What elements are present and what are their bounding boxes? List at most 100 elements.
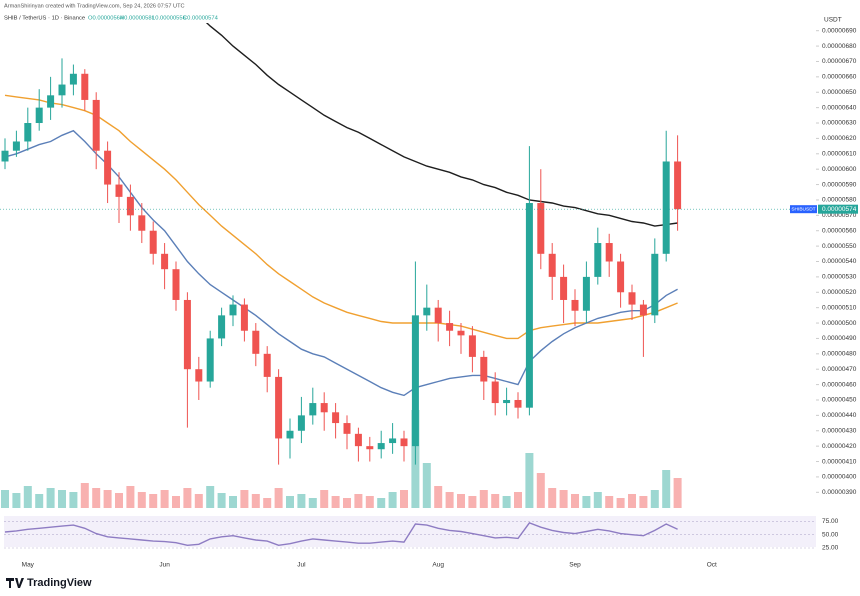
volume-bar xyxy=(194,494,203,508)
y-tick-label: 0.00000640 xyxy=(822,104,857,111)
y-tick-label: 0.00000530 xyxy=(822,274,857,281)
volume-bar xyxy=(80,483,89,508)
x-tick-label: Aug xyxy=(432,562,444,569)
candle-body xyxy=(161,253,169,270)
candle-body xyxy=(434,307,442,324)
x-tick-label: May xyxy=(22,562,35,569)
volume-bar xyxy=(628,494,636,508)
volume-bar xyxy=(593,492,602,508)
candle-body xyxy=(571,299,579,311)
candle-body xyxy=(58,84,66,96)
volume-bar xyxy=(206,486,215,508)
x-tick-label: Jun xyxy=(159,562,170,569)
y-tick-label: 0.00000500 xyxy=(822,320,857,327)
moving-average xyxy=(4,94,678,340)
volume-bar xyxy=(263,498,272,508)
candle-body xyxy=(81,73,89,100)
candle-body xyxy=(662,161,670,254)
logo-text: TradingView xyxy=(27,577,92,589)
candle-body xyxy=(491,381,499,404)
volume-bar xyxy=(491,494,500,508)
volume-bar xyxy=(502,496,511,508)
symbol: SHIB / TetherUS · 1D · Binance xyxy=(4,16,85,22)
volume-bar xyxy=(251,494,260,508)
moving-average xyxy=(4,129,678,397)
candle-body xyxy=(126,196,134,216)
candle-body xyxy=(354,433,362,447)
volume-bar xyxy=(673,478,682,508)
candle-body xyxy=(1,150,9,162)
candle-body xyxy=(617,261,625,293)
ohlc-open: O0.00000564 xyxy=(88,16,124,22)
candle-body xyxy=(468,335,476,357)
y-tick-label: 0.00000610 xyxy=(822,151,857,158)
rsi-tick-label: 25.00 xyxy=(822,545,839,552)
candle-body xyxy=(183,299,191,370)
volume-bar xyxy=(331,496,340,508)
volume-bar xyxy=(286,496,294,508)
y-tick-label: 0.00000680 xyxy=(822,43,857,50)
volume-bar xyxy=(343,498,351,508)
candle-body xyxy=(446,323,454,331)
candle-body xyxy=(275,376,283,439)
volume-bar xyxy=(23,486,32,508)
plot xyxy=(1,23,682,465)
x-tick-label: Sep xyxy=(569,562,581,569)
y-tick-label: 0.00000510 xyxy=(822,304,857,311)
volume-bar xyxy=(308,498,317,508)
y-tick-label: 0.00000450 xyxy=(822,397,857,404)
candle-body xyxy=(229,304,237,316)
volume-bar xyxy=(172,496,180,508)
candle-body xyxy=(252,330,260,354)
volume-bar xyxy=(320,490,329,508)
candle-body xyxy=(24,123,32,142)
volume-bar xyxy=(422,463,431,508)
volume-bar xyxy=(115,493,123,508)
volume-bar xyxy=(514,492,522,508)
candle-body xyxy=(400,438,408,447)
candle-body xyxy=(548,253,556,277)
logo: TradingView xyxy=(6,577,92,589)
candle-body xyxy=(503,399,511,404)
y-tick-label: 0.00000570 xyxy=(822,212,857,219)
volume-bar xyxy=(400,490,408,508)
volume-bar xyxy=(639,496,648,508)
candle-body xyxy=(286,430,294,439)
candle-body xyxy=(332,412,340,424)
candle-body xyxy=(674,161,682,210)
volume-bar xyxy=(217,493,226,508)
y-tick-label: 0.00000550 xyxy=(822,243,857,250)
candle-body xyxy=(389,438,397,444)
rsi-tick-label: 50.00 xyxy=(822,531,839,538)
candle-body xyxy=(172,269,180,300)
ohlc-close: C0.00000574 xyxy=(183,16,219,22)
last-price-box xyxy=(818,204,858,214)
candle-body xyxy=(457,330,465,336)
y-tick-label: 0.00000540 xyxy=(822,258,857,265)
volume-bar xyxy=(536,473,545,508)
candle-body xyxy=(423,307,431,316)
rsi-line xyxy=(4,522,678,547)
candle-body xyxy=(115,184,123,197)
ohlc-low: L0.00000556 xyxy=(152,16,186,22)
candle-body xyxy=(35,107,43,124)
candle-body xyxy=(639,304,647,316)
candle-body xyxy=(560,276,568,300)
volume-bar xyxy=(525,453,534,508)
candle-body xyxy=(138,215,146,231)
candle-body xyxy=(628,292,636,305)
volume-bar xyxy=(58,490,66,508)
credit: ArmanShirinyan created with TradingView.… xyxy=(4,3,185,9)
candle-body xyxy=(309,403,317,416)
volume-bar xyxy=(365,496,374,508)
candle-body xyxy=(149,230,157,254)
volume-bar xyxy=(388,492,397,508)
volume-bar xyxy=(650,490,659,508)
y-tick-label: 0.00000420 xyxy=(822,443,857,450)
candle-body xyxy=(263,353,271,377)
last-price-name-box xyxy=(790,205,817,214)
y-tick-label: 0.00000390 xyxy=(822,489,857,496)
volume-bar xyxy=(183,488,192,508)
